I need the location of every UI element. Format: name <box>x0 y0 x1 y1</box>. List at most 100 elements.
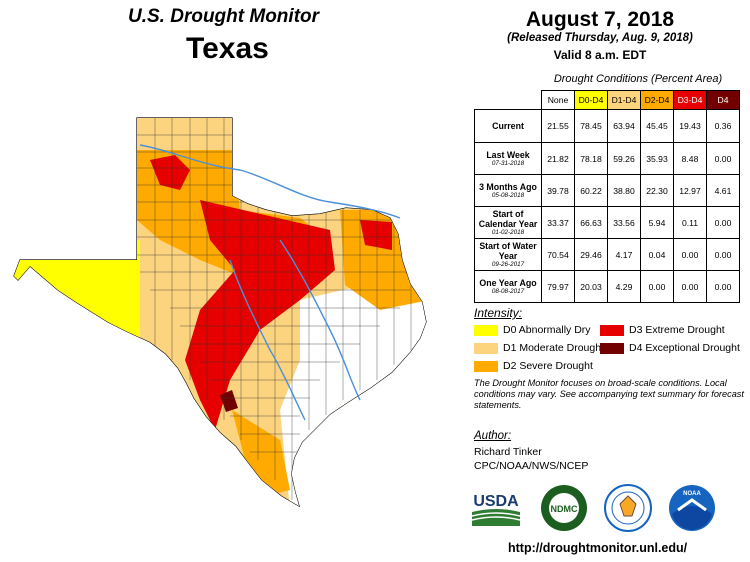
cell: 0.00 <box>673 270 707 303</box>
row-label: Current <box>474 109 542 143</box>
cell: 8.48 <box>673 142 707 175</box>
legend-item-d0: D0 Abnormally Dry <box>474 324 591 336</box>
cell: 22.30 <box>640 174 674 207</box>
cell: 21.55 <box>541 109 575 143</box>
table-row: 3 Months Ago 05-08-2018 39.78 60.22 38.80… <box>474 174 740 207</box>
cell: 66.63 <box>574 206 608 239</box>
author-org: CPC/NOAA/NWS/NCEP <box>474 460 589 472</box>
table-row: One Year Ago 08-08-2017 79.97 20.03 4.29 … <box>474 270 740 303</box>
legend-title: Intensity: <box>474 306 523 320</box>
d0-area-west <box>14 240 140 340</box>
website-link[interactable]: http://droughtmonitor.unl.edu/ <box>508 541 688 555</box>
row-title: Start of Calendar Year <box>478 208 538 229</box>
noaa-logo-text: NOAA <box>683 491 701 497</box>
cell: 78.18 <box>574 142 608 175</box>
row-label: Start of Water Year 09-26-2017 <box>474 238 542 271</box>
legend-item-d4: D4 Exceptional Drought <box>600 342 740 354</box>
county-lines <box>70 118 420 500</box>
cell: 5.94 <box>640 206 674 239</box>
row-title: Last Week <box>486 149 530 160</box>
noaa-logo: NOAA <box>669 485 715 531</box>
usda-logo: USDA <box>471 493 521 526</box>
d2-area-south <box>232 410 290 495</box>
legend-swatch-d4 <box>600 342 624 354</box>
cell: 60.22 <box>574 174 608 207</box>
row-date: 08-08-2017 <box>491 287 525 295</box>
cell: 63.94 <box>607 109 641 143</box>
cell: 39.78 <box>541 174 575 207</box>
col-d4: D4 <box>706 90 740 110</box>
cell: 4.17 <box>607 238 641 271</box>
legend-label: D3 Extreme Drought <box>629 324 725 336</box>
release-date: (Released Thursday, Aug. 9, 2018) <box>507 32 693 44</box>
d3-area-east <box>360 220 392 250</box>
cell: 0.00 <box>706 206 740 239</box>
row-title: 3 Months Ago <box>479 181 537 192</box>
table-row: Start of Calendar Year 01-02-2018 33.37 6… <box>474 206 740 239</box>
table-row: Last Week 07-31-2018 21.82 78.18 59.26 35… <box>474 142 740 175</box>
col-none: None <box>541 90 575 110</box>
cell: 12.97 <box>673 174 707 207</box>
legend-item-d3: D3 Extreme Drought <box>600 324 725 336</box>
d4-area <box>220 390 238 412</box>
row-date: 05-08-2018 <box>491 191 525 199</box>
legend-item-d2: D2 Severe Drought <box>474 360 593 372</box>
col-d2-d4: D2-D4 <box>640 90 674 110</box>
map-date: August 7, 2018 <box>525 8 675 31</box>
cell: 29.46 <box>574 238 608 271</box>
map-title: U.S. Drought Monitor <box>128 6 320 27</box>
row-label: One Year Ago 08-08-2017 <box>474 270 542 303</box>
usda-logo-text: USDA <box>473 493 519 510</box>
cell: 4.61 <box>706 174 740 207</box>
cell: 38.80 <box>607 174 641 207</box>
cell: 33.56 <box>607 206 641 239</box>
d3-area-panhandle <box>150 155 190 190</box>
cell: 0.00 <box>706 142 740 175</box>
cell: 79.97 <box>541 270 575 303</box>
legend-label: D1 Moderate Drought <box>503 342 604 354</box>
legend-item-d1: D1 Moderate Drought <box>474 342 604 354</box>
row-label: Last Week 07-31-2018 <box>474 142 542 175</box>
disclaimer-note: The Drought Monitor focuses on broad-sca… <box>474 378 744 410</box>
cell: 0.00 <box>673 238 707 271</box>
col-d3-d4: D3-D4 <box>673 90 707 110</box>
author-name: Richard Tinker <box>474 446 542 458</box>
cell: 20.03 <box>574 270 608 303</box>
col-d1-d4: D1-D4 <box>607 90 641 110</box>
table-row: Current 21.55 78.45 63.94 45.45 19.43 0.… <box>474 109 740 143</box>
legend-label: D0 Abnormally Dry <box>503 324 591 336</box>
cell: 0.00 <box>640 270 674 303</box>
texas-drought-map <box>13 117 427 508</box>
table-title: Drought Conditions (Percent Area) <box>553 73 723 85</box>
table-row: Start of Water Year 09-26-2017 70.54 29.4… <box>474 238 740 271</box>
author-heading: Author: <box>474 430 512 442</box>
valid-time: Valid 8 a.m. EDT <box>553 48 647 62</box>
row-title: Current <box>492 120 524 131</box>
cell: 78.45 <box>574 109 608 143</box>
row-title: One Year Ago <box>479 277 537 288</box>
row-date: 09-26-2017 <box>491 260 525 268</box>
cell: 0.04 <box>640 238 674 271</box>
cell: 45.45 <box>640 109 674 143</box>
cell: 0.00 <box>706 270 740 303</box>
cell: 4.29 <box>607 270 641 303</box>
cell: 59.26 <box>607 142 641 175</box>
legend-label: D4 Exceptional Drought <box>629 342 740 354</box>
legend-swatch-d1 <box>474 342 498 354</box>
doc-seal-logo <box>604 484 652 532</box>
legend-swatch-d0 <box>474 324 498 336</box>
ndmc-logo-text: NDMC <box>551 504 578 514</box>
row-label: Start of Calendar Year 01-02-2018 <box>474 206 542 239</box>
legend-swatch-d2 <box>474 360 498 372</box>
cell: 35.93 <box>640 142 674 175</box>
cell: 19.43 <box>673 109 707 143</box>
cell: 0.36 <box>706 109 740 143</box>
cell: 21.82 <box>541 142 575 175</box>
cell: 33.37 <box>541 206 575 239</box>
rivers <box>139 144 401 421</box>
ndmc-logo: NDMC <box>541 485 587 531</box>
table-corner <box>475 91 542 110</box>
d3-area-central <box>185 200 335 430</box>
cell: 0.11 <box>673 206 707 239</box>
row-date: 07-31-2018 <box>491 159 525 167</box>
